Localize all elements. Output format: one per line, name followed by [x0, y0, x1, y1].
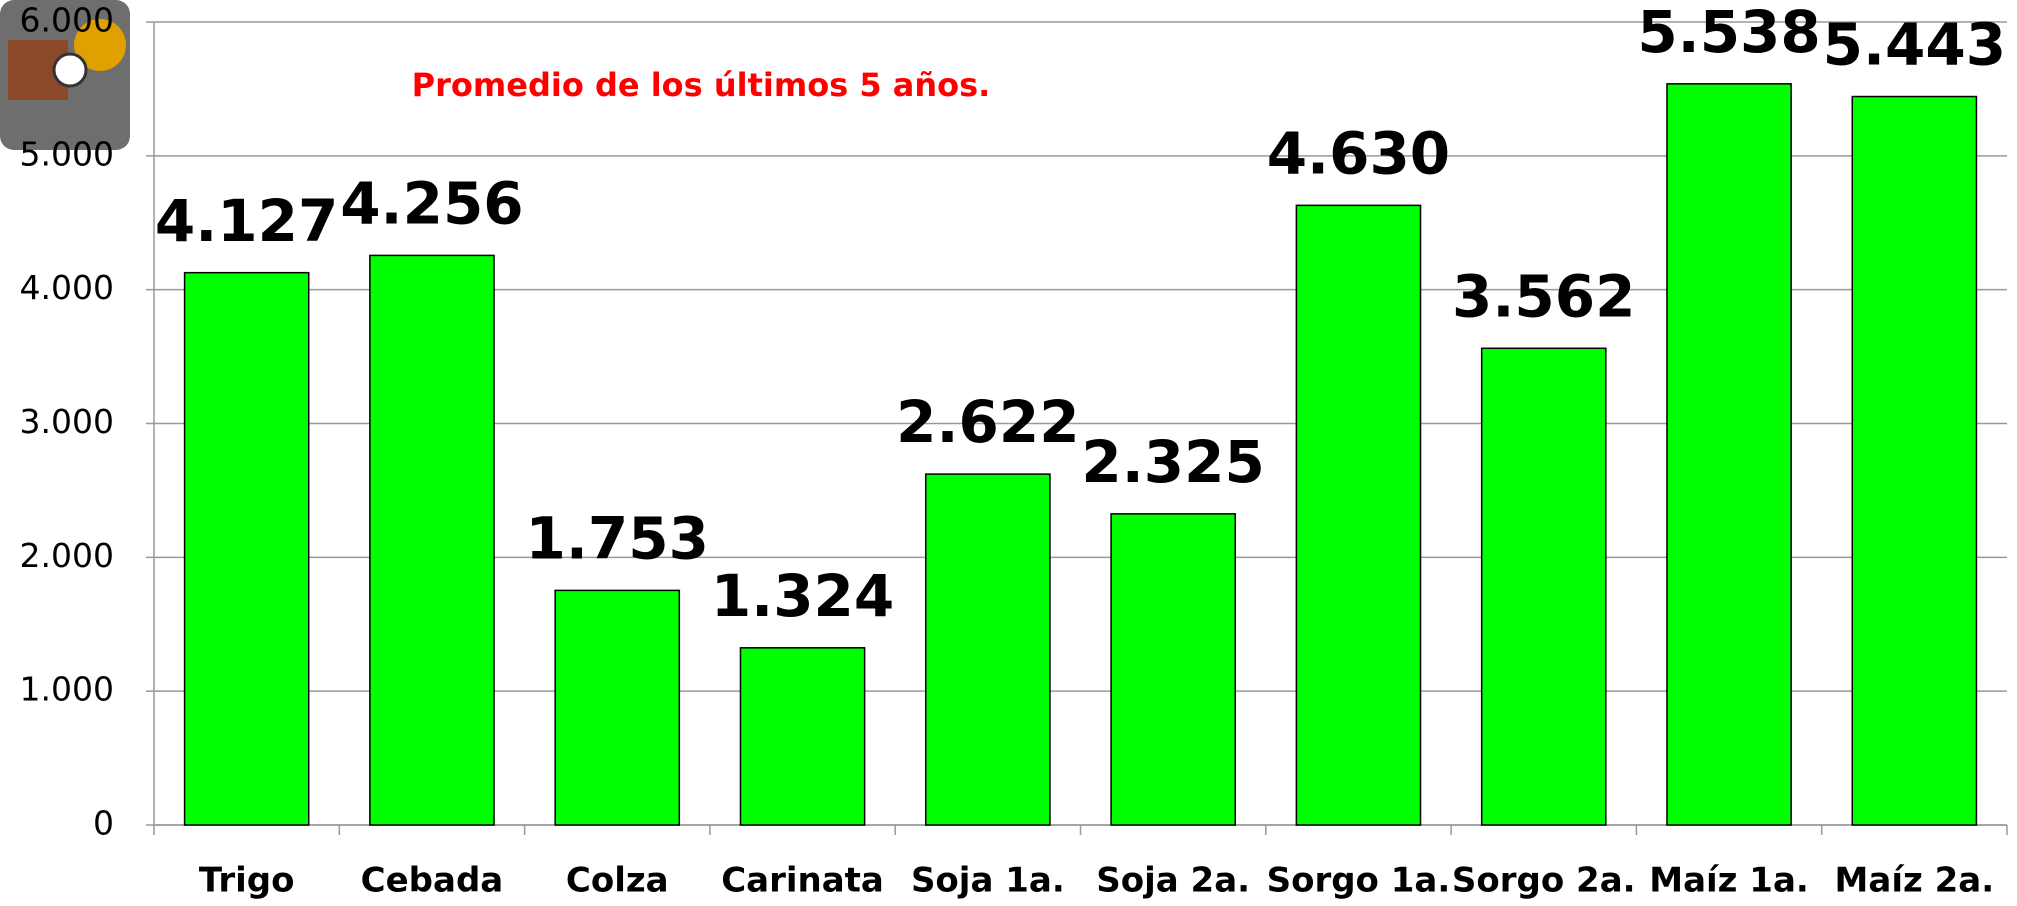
- bar: [555, 590, 679, 825]
- x-tick-label: Sorgo 2a.: [1452, 861, 1636, 901]
- value-label: 1.324: [711, 562, 894, 630]
- x-tick-label: Colza: [566, 861, 669, 901]
- bar: [1482, 348, 1606, 825]
- value-label: 5.538: [1637, 0, 1820, 66]
- x-tick-label: Trigo: [199, 861, 295, 901]
- y-tick-label: 0: [93, 804, 114, 843]
- y-tick-label: 5.000: [20, 134, 114, 173]
- value-label: 5.443: [1823, 11, 2006, 79]
- bar: [740, 648, 864, 825]
- annotation: Promedio de los últimos 5 años.: [412, 66, 991, 104]
- value-label: 2.325: [1081, 428, 1264, 496]
- value-label: 2.622: [896, 388, 1079, 456]
- y-tick-label: 3.000: [20, 402, 114, 441]
- x-tick-label: Soja 1a.: [911, 861, 1065, 901]
- x-tick-label: Carinata: [721, 861, 884, 901]
- x-tick-label: Cebada: [361, 861, 504, 901]
- x-tick-label: Maíz 2a.: [1835, 861, 1995, 901]
- bar: [1296, 205, 1420, 825]
- y-tick-label: 1.000: [20, 670, 114, 709]
- bar: [185, 273, 309, 825]
- value-label: 4.256: [340, 170, 523, 238]
- bar: [1852, 97, 1976, 825]
- value-label: 4.127: [155, 187, 338, 255]
- value-label: 1.753: [526, 504, 709, 572]
- x-tick-label: Soja 2a.: [1096, 861, 1250, 901]
- value-label: 3.562: [1452, 262, 1635, 330]
- x-tick-label: Sorgo 1a.: [1267, 861, 1451, 901]
- chart: Promedio de los últimos 5 años. 0 1.000 2.…: [0, 0, 2017, 906]
- bar: [1667, 84, 1791, 825]
- bar: [370, 255, 494, 825]
- y-tick-label: 2.000: [20, 536, 114, 575]
- y-tick-label: 6.000: [20, 1, 114, 40]
- x-tick-label: Maíz 1a.: [1649, 861, 1809, 901]
- y-tick-label: 4.000: [20, 268, 114, 307]
- bar: [1111, 514, 1235, 825]
- bar: [926, 474, 1050, 825]
- value-label: 4.630: [1267, 119, 1450, 187]
